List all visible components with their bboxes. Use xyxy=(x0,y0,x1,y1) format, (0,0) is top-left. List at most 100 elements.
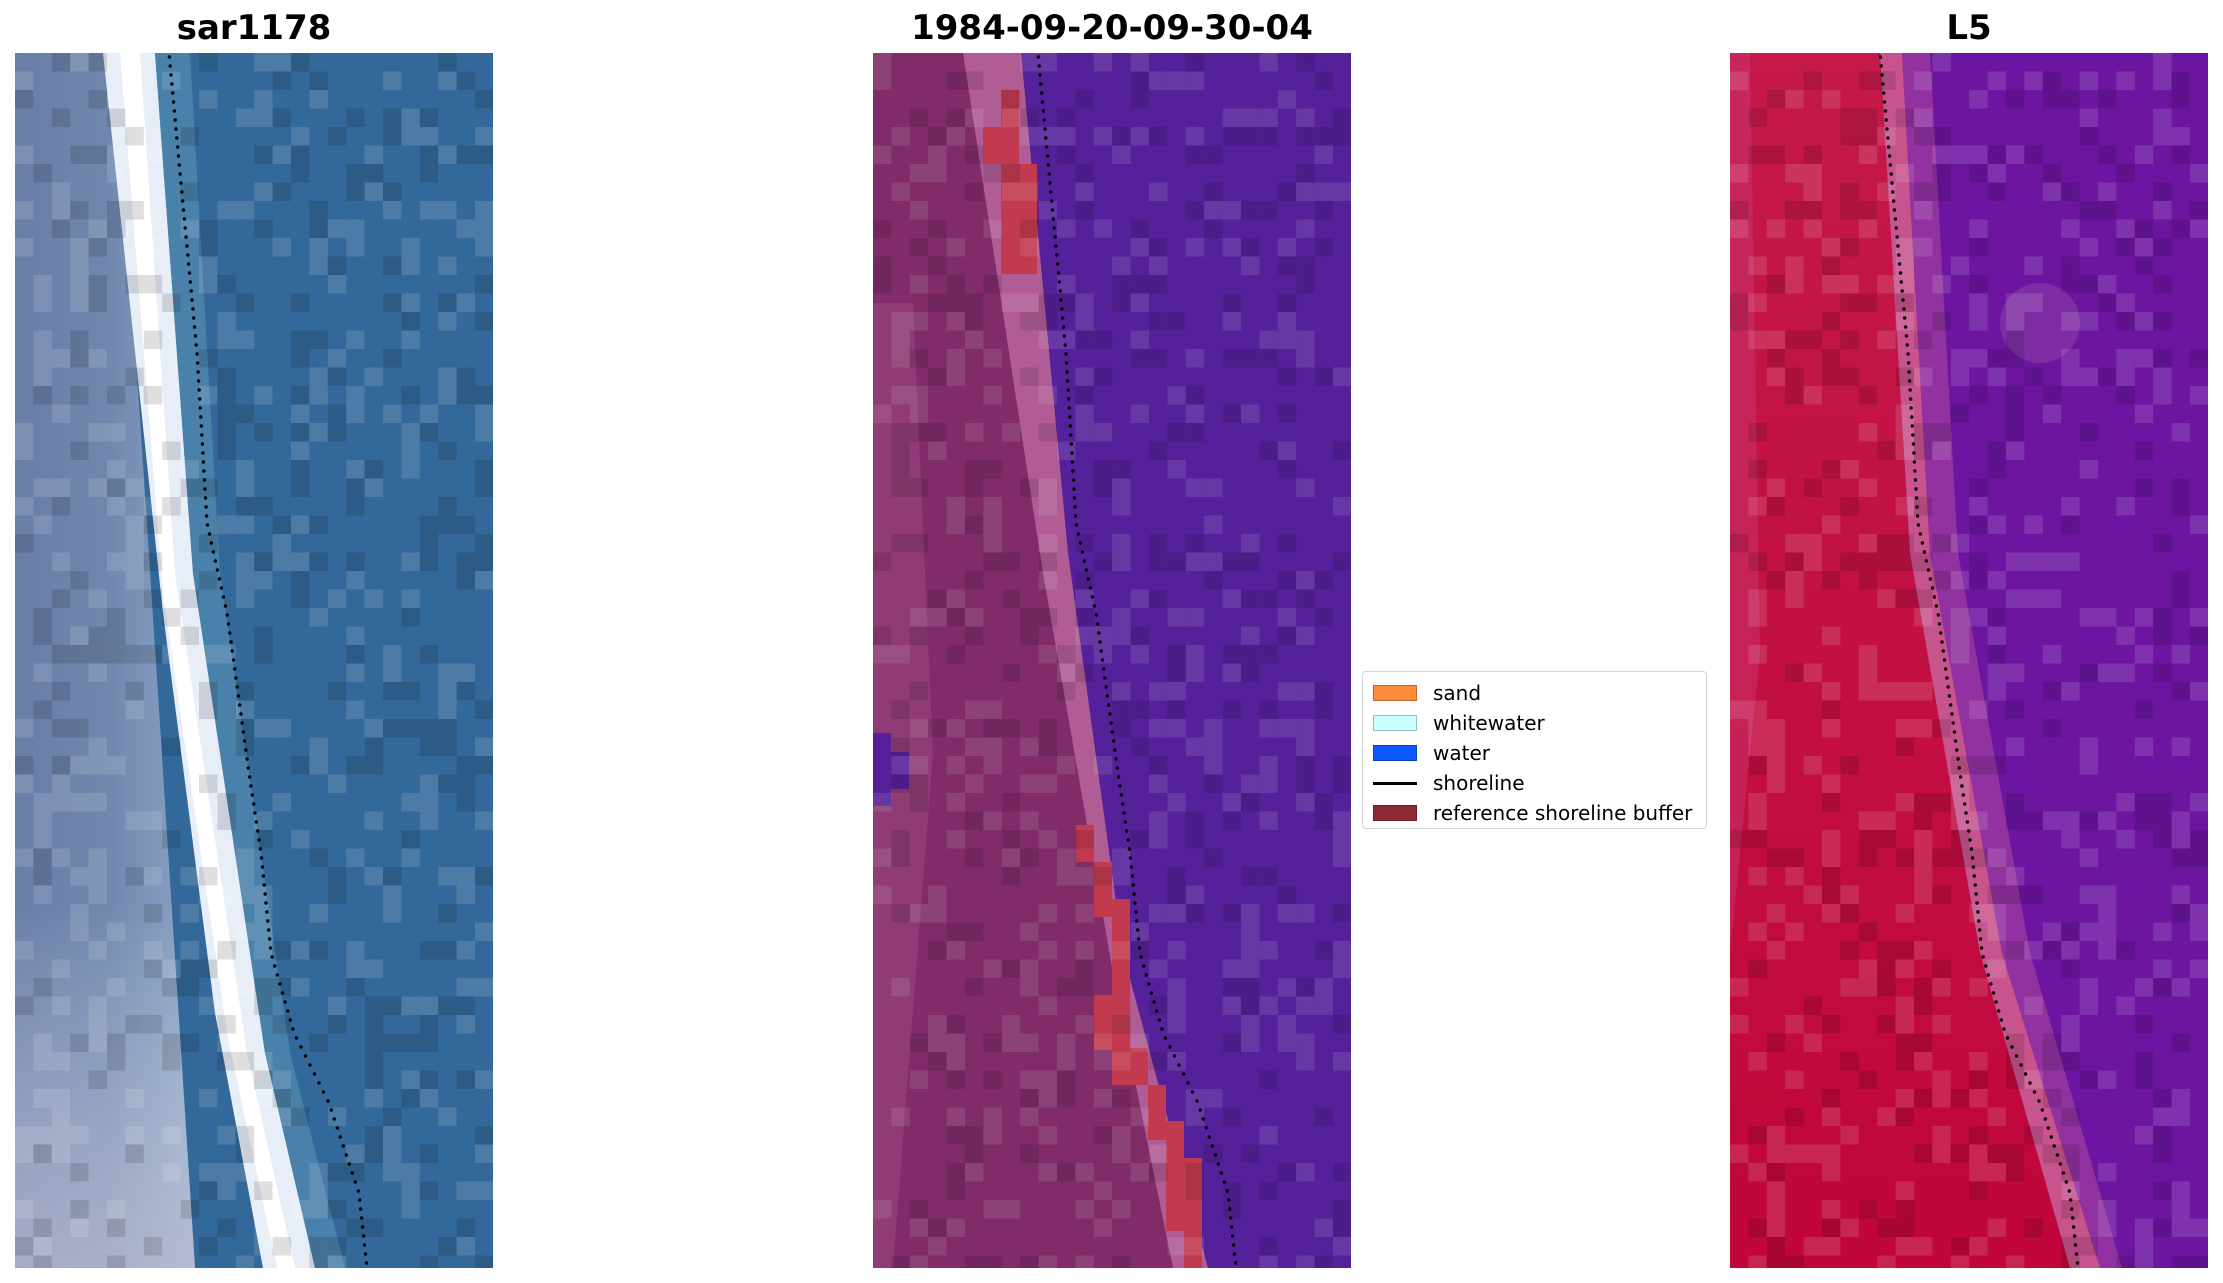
shoreline-point xyxy=(1047,172,1051,176)
shoreline-point xyxy=(1043,127,1047,131)
shoreline-point xyxy=(176,154,181,158)
shoreline-point xyxy=(1991,991,1996,995)
shoreline-point xyxy=(169,73,173,77)
shoreline-point xyxy=(249,784,253,788)
shoreline-point xyxy=(291,1027,295,1031)
shoreline-point xyxy=(1098,640,1102,644)
shoreline-point xyxy=(321,1090,326,1094)
shoreline-point xyxy=(1056,271,1061,275)
shoreline-point xyxy=(231,658,236,662)
shoreline-point xyxy=(1227,1198,1231,1202)
shoreline-point xyxy=(361,1234,366,1238)
shoreline-point xyxy=(2043,1117,2047,1121)
shoreline-point xyxy=(1901,298,1905,302)
shoreline-point xyxy=(1133,901,1137,905)
shoreline-point xyxy=(275,973,279,977)
shoreline-point xyxy=(246,766,250,770)
shoreline-point xyxy=(1067,397,1071,401)
shoreline-point xyxy=(1099,649,1103,653)
shoreline-point xyxy=(1944,667,1948,671)
shoreline-point xyxy=(175,136,179,140)
shoreline-point xyxy=(2005,1036,2010,1040)
shoreline-point xyxy=(268,946,273,950)
shoreline-point xyxy=(241,730,246,734)
shoreline-point xyxy=(1940,640,1944,644)
shoreline-point xyxy=(1909,397,1913,401)
shoreline-point xyxy=(1135,919,1139,923)
shoreline-point xyxy=(185,244,189,248)
shoreline-point xyxy=(254,820,258,824)
shoreline-point xyxy=(347,1162,351,1166)
shoreline-point xyxy=(1074,523,1079,527)
water-swatch xyxy=(1373,745,1417,761)
shoreline-point xyxy=(2064,1180,2068,1184)
shoreline-point xyxy=(1057,280,1061,284)
shoreline-point xyxy=(1920,541,1925,545)
shoreline-point xyxy=(1195,1099,1199,1103)
shoreline-point xyxy=(2069,1198,2073,1202)
shoreline-point xyxy=(190,298,194,302)
shoreline-point xyxy=(1062,334,1067,338)
shoreline-point xyxy=(1190,1090,1195,1094)
shoreline-point xyxy=(2010,1045,2014,1049)
shoreline-point xyxy=(184,235,188,239)
shoreline-point xyxy=(1136,937,1141,941)
shoreline-point xyxy=(1060,307,1064,311)
shoreline-point xyxy=(1114,757,1118,761)
shoreline-point xyxy=(1895,235,1899,239)
shoreline-point xyxy=(1131,883,1135,887)
shoreline-point xyxy=(1050,208,1055,212)
shoreline-point xyxy=(244,748,248,752)
shoreline-point xyxy=(1978,937,1983,941)
shoreline-point xyxy=(1897,253,1901,257)
shoreline-point xyxy=(266,919,270,923)
shoreline-point xyxy=(1055,253,1059,257)
shoreline-point xyxy=(1909,406,1913,410)
shoreline-point xyxy=(2058,1162,2062,1166)
shoreline-point xyxy=(225,613,229,617)
shoreline-point xyxy=(201,451,205,455)
shoreline-point xyxy=(181,208,186,212)
shoreline-point xyxy=(360,1216,364,1220)
shoreline-point xyxy=(191,307,195,311)
shoreline-point xyxy=(217,577,222,581)
shoreline-point xyxy=(1946,685,1950,689)
shoreline-point xyxy=(192,316,196,320)
shoreline-point xyxy=(253,811,257,815)
shoreline-point xyxy=(1095,622,1100,626)
shoreline-point xyxy=(256,829,260,833)
shoreline-point xyxy=(1213,1153,1217,1157)
shoreline-point xyxy=(267,928,271,932)
shoreline-point xyxy=(192,325,197,329)
shoreline-point xyxy=(1989,982,1993,986)
legend-item-shoreline: shoreline xyxy=(1373,768,1696,798)
shoreline-point xyxy=(170,82,174,86)
shoreline-point xyxy=(1978,928,1982,932)
shoreline-point xyxy=(1084,568,1089,572)
shoreline-point xyxy=(1913,478,1918,482)
shoreline-point xyxy=(1973,883,1977,887)
shoreline-point xyxy=(1977,919,1981,923)
shoreline-point xyxy=(180,190,184,194)
shoreline-point xyxy=(1888,163,1892,167)
shoreline-point xyxy=(332,1117,336,1121)
shoreline-point xyxy=(1051,217,1056,221)
shoreline-point xyxy=(1232,1252,1237,1256)
shoreline-point xyxy=(2070,1207,2074,1211)
shoreline-point xyxy=(205,523,210,527)
shoreline-point xyxy=(233,667,237,671)
shoreline-point xyxy=(250,793,254,797)
shoreline-point xyxy=(1113,748,1117,752)
shoreline-point xyxy=(1037,64,1041,68)
shoreline-point xyxy=(1900,289,1904,293)
shoreline-point xyxy=(1884,118,1888,122)
shoreline-point xyxy=(1080,550,1085,554)
shoreline-point xyxy=(1903,316,1907,320)
shoreline-point xyxy=(360,1225,365,1229)
shoreline-point xyxy=(1912,451,1916,455)
shoreline-point xyxy=(1072,487,1076,491)
shoreline-point xyxy=(172,109,177,113)
shoreline-point xyxy=(199,415,203,419)
shoreline-point xyxy=(1878,55,1883,59)
shoreline-point xyxy=(1898,271,1903,275)
